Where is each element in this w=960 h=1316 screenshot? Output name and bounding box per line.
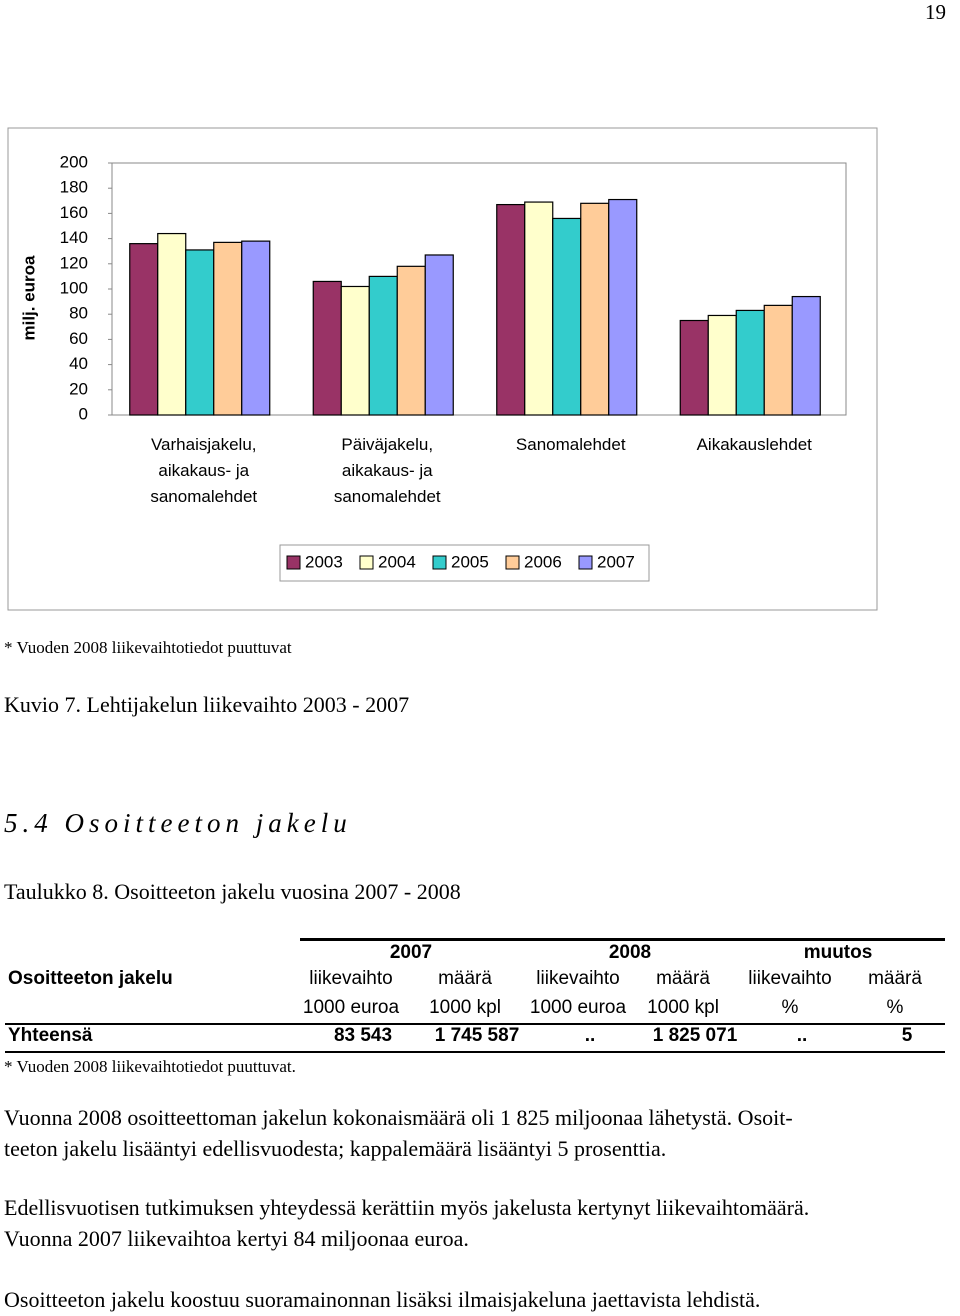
bar <box>735 309 765 416</box>
bar <box>608 198 638 416</box>
column-header: määrä <box>438 968 492 989</box>
column-unit: 1000 euroa <box>529 997 627 1018</box>
legend-label: 2005 <box>451 552 489 571</box>
bar <box>241 240 271 416</box>
bar <box>679 319 709 416</box>
legend-label: 2007 <box>597 552 635 571</box>
y-tick-label: 140 <box>60 228 88 247</box>
table-rule <box>300 938 945 941</box>
page-number: 19 <box>925 0 946 24</box>
column-header: liikevaihto <box>536 968 620 989</box>
bar <box>763 304 793 416</box>
chart: milj. euroa 0 20 40 60 80 100 120 140 160 180 200 V… <box>7 127 878 611</box>
x-tick-label: Aikakauslehdet <box>697 435 813 454</box>
legend-label: 2003 <box>305 552 343 571</box>
y-tick-label: 20 <box>69 379 88 398</box>
legend-swatch <box>286 555 301 570</box>
table-caption: Taulukko 8. Osoitteeton jakelu vuosina 2… <box>4 879 461 904</box>
bar <box>185 249 215 416</box>
legend-label: 2004 <box>378 552 416 571</box>
cell: .. <box>584 1025 596 1046</box>
x-tick-label: Päiväjakelu, aikakaus- ja sanomalehdet <box>334 435 441 506</box>
table-rule <box>5 1023 945 1025</box>
y-tick-label: 0 <box>79 404 88 423</box>
x-tick-label: Sanomalehdet <box>516 435 626 454</box>
y-tick-label: 180 <box>60 178 88 197</box>
bar <box>524 201 554 416</box>
bar <box>791 295 821 416</box>
column-group: 2008 <box>608 942 652 963</box>
legend-swatch <box>432 555 447 570</box>
y-tick-label: 60 <box>69 329 88 348</box>
y-tick-label: 160 <box>60 203 88 222</box>
paragraph-line: Vuonna 2007 liikevaihtoa kertyi 84 miljo… <box>4 1226 469 1251</box>
column-group: 2007 <box>389 942 433 963</box>
column-header: liikevaihto <box>309 968 393 989</box>
bar <box>129 243 159 416</box>
row-label: Yhteensä <box>8 1025 93 1046</box>
table-note: * Vuoden 2008 liikevaihtotiedot puuttuva… <box>4 1057 296 1076</box>
column-header: määrä <box>868 968 922 989</box>
legend-label: 2006 <box>524 552 562 571</box>
y-tick-label: 100 <box>60 278 88 297</box>
column-group: muutos <box>803 942 873 963</box>
bar <box>157 232 187 416</box>
legend-swatch <box>578 555 593 570</box>
bar <box>552 217 582 416</box>
table-rule <box>5 1051 945 1053</box>
column-unit: 1000 kpl <box>429 997 501 1018</box>
cell: 5 <box>901 1025 913 1046</box>
column-unit: % <box>781 997 799 1018</box>
paragraph-line: Vuonna 2008 osoitteettoman jakelun kokon… <box>4 1105 793 1130</box>
column-header: määrä <box>656 968 710 989</box>
column-header: liikevaihto <box>748 968 832 989</box>
y-tick-label: 40 <box>69 354 88 373</box>
figure-caption: Kuvio 7. Lehtijakelun liikevaihto 2003 -… <box>4 692 410 717</box>
cell: 1 745 587 <box>434 1025 520 1046</box>
chart-note: * Vuoden 2008 liikevaihtotiedot puuttuva… <box>4 638 292 657</box>
y-axis-label: milj. euroa <box>19 255 38 341</box>
cell: .. <box>796 1025 808 1046</box>
bar <box>707 314 737 416</box>
bar <box>312 280 342 416</box>
section-heading: 5.4 Osoitteeton jakelu <box>4 808 352 838</box>
bar <box>424 254 454 416</box>
bar <box>496 203 526 416</box>
paragraph-line: teeton jakelu lisääntyi edellisvuodesta;… <box>4 1136 667 1161</box>
y-tick-label: 80 <box>69 304 88 323</box>
row-header: Osoitteeton jakelu <box>8 968 173 989</box>
legend-swatch <box>505 555 520 570</box>
column-unit: 1000 kpl <box>647 997 719 1018</box>
bar <box>340 285 370 416</box>
cell: 83 543 <box>333 1025 393 1046</box>
y-tick-label: 200 <box>60 152 88 171</box>
bar <box>580 202 610 416</box>
paragraph-line: Osoitteeton jakelu koostuu suoramainonna… <box>4 1287 761 1312</box>
x-tick-label: Varhaisjakelu, aikakaus- ja sanomalehdet <box>150 435 257 506</box>
column-unit: 1000 euroa <box>302 997 400 1018</box>
column-unit: % <box>886 997 904 1018</box>
bar <box>396 265 426 416</box>
bar <box>213 241 243 416</box>
cell: 1 825 071 <box>652 1025 738 1046</box>
legend-swatch <box>359 555 374 570</box>
paragraph-line: Edellisvuotisen tutkimuksen yhteydessä k… <box>4 1195 810 1220</box>
y-tick-label: 120 <box>60 253 88 272</box>
bar <box>368 275 398 416</box>
